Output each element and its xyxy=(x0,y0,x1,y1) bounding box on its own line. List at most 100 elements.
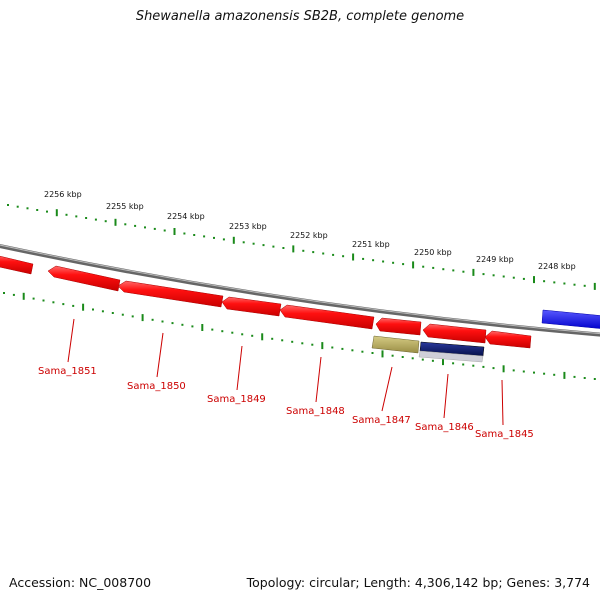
scale-label: 2256 kbp xyxy=(44,190,82,199)
major-tick xyxy=(55,209,58,217)
gene-arrow xyxy=(221,296,282,317)
minor-tick xyxy=(512,369,515,372)
leader-line xyxy=(156,332,164,378)
major-tick xyxy=(381,350,384,358)
minor-tick xyxy=(543,280,546,283)
minor-tick xyxy=(472,364,475,367)
gene-arrow xyxy=(279,304,375,330)
minor-tick xyxy=(183,232,186,235)
leader-line xyxy=(381,366,393,412)
minor-tick xyxy=(421,358,424,361)
minor-tick xyxy=(203,235,206,238)
minor-tick xyxy=(153,227,156,230)
scale-label: 2253 kbp xyxy=(229,222,267,231)
minor-tick xyxy=(222,238,225,241)
minor-tick xyxy=(121,313,124,316)
minor-tick xyxy=(75,215,78,218)
minor-tick xyxy=(361,350,364,353)
minor-tick xyxy=(522,277,525,280)
minor-tick xyxy=(171,322,174,325)
minor-tick xyxy=(462,270,465,273)
minor-tick xyxy=(271,337,274,340)
minor-tick xyxy=(193,234,196,236)
major-tick xyxy=(141,314,144,322)
gene-label: Sama_1849 xyxy=(207,394,266,405)
minor-tick xyxy=(502,275,505,278)
scale-label-group: 2256 kbp 2255 kbp 2254 kbp 2253 kbp 2252… xyxy=(44,190,576,271)
major-tick xyxy=(563,371,566,379)
inner-tick-ring xyxy=(3,292,596,380)
minor-tick xyxy=(221,330,224,333)
minor-tick xyxy=(563,282,566,285)
minor-tick xyxy=(553,373,556,376)
major-tick xyxy=(442,358,444,366)
major-tick xyxy=(114,218,117,226)
minor-tick xyxy=(291,340,294,343)
minor-tick xyxy=(211,328,214,331)
gene-label: Sama_1847 xyxy=(352,415,411,426)
minor-tick xyxy=(402,263,405,266)
minor-tick xyxy=(7,204,9,206)
feature-olive xyxy=(371,335,420,354)
minor-tick xyxy=(161,320,164,323)
minor-tick xyxy=(42,299,45,302)
minor-tick xyxy=(382,260,385,263)
minor-tick xyxy=(134,224,137,227)
minor-tick xyxy=(111,312,114,314)
minor-tick xyxy=(85,217,88,219)
feature-grey xyxy=(418,350,484,363)
minor-tick xyxy=(431,359,434,362)
minor-tick xyxy=(191,325,194,328)
minor-tick xyxy=(593,378,596,380)
gene-label: Sama_1845 xyxy=(475,429,534,440)
backbone-highlight xyxy=(0,244,600,335)
major-tick xyxy=(352,253,355,261)
minor-tick xyxy=(332,253,335,256)
map-title: Shewanella amazonensis SB2B, complete ge… xyxy=(135,9,465,24)
leader-line xyxy=(501,379,504,426)
gene-label: Sama_1851 xyxy=(38,366,97,377)
leader-line xyxy=(67,318,75,363)
minor-tick xyxy=(242,241,245,244)
minor-tick xyxy=(101,310,104,313)
minor-tick xyxy=(302,249,305,252)
gene-arrow xyxy=(375,317,422,336)
accession-text: Accession: NC_008700 xyxy=(9,575,152,590)
minor-tick xyxy=(462,363,465,366)
genome-summary-text: Topology: circular; Length: 4,306,142 bp… xyxy=(246,575,590,590)
minor-tick xyxy=(351,349,354,352)
leader-line xyxy=(236,345,243,391)
gene-label: Sama_1846 xyxy=(415,422,474,433)
gene-arrow xyxy=(0,255,34,275)
gene-arrow xyxy=(422,323,487,344)
minor-tick xyxy=(3,292,5,294)
major-tick xyxy=(201,324,204,331)
minor-tick xyxy=(543,372,546,375)
minor-tick xyxy=(452,362,455,365)
minor-tick xyxy=(26,207,29,210)
minor-tick xyxy=(492,367,495,370)
major-tick xyxy=(502,365,505,373)
minor-tick xyxy=(52,301,55,304)
minor-tick xyxy=(65,213,68,216)
gene-arrow xyxy=(117,280,224,308)
major-tick xyxy=(472,268,475,276)
minor-tick xyxy=(131,315,134,318)
minor-tick xyxy=(46,210,48,213)
minor-tick xyxy=(583,377,586,379)
minor-tick xyxy=(272,245,275,248)
scale-label: 2254 kbp xyxy=(167,212,205,221)
backbone-arc xyxy=(0,244,600,337)
scale-label: 2248 kbp xyxy=(538,262,576,271)
outer-tick-ring xyxy=(7,204,596,290)
minor-tick xyxy=(181,323,184,326)
minor-tick xyxy=(241,333,244,336)
gene-label: Sama_1848 xyxy=(286,406,345,417)
minor-tick xyxy=(251,334,254,337)
major-tick xyxy=(22,292,25,300)
minor-tick xyxy=(553,281,556,284)
minor-tick xyxy=(401,356,404,358)
minor-tick xyxy=(512,276,515,279)
scale-label: 2249 kbp xyxy=(476,255,514,264)
